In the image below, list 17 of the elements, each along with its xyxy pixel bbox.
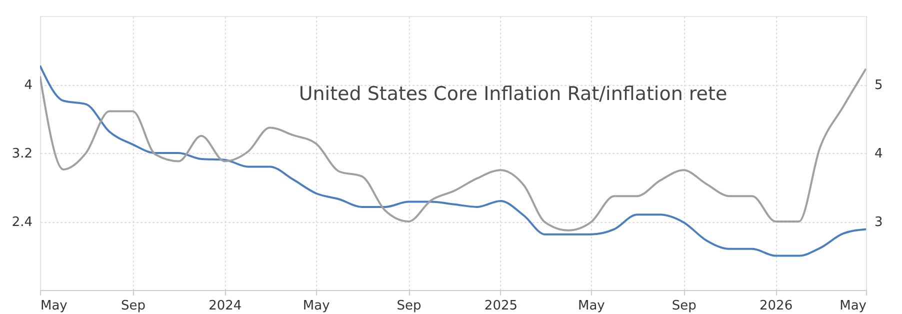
y-tick-label: 3.2 <box>12 146 32 162</box>
y-tick-label: 4 <box>24 78 32 93</box>
x-tick-label: May <box>840 298 867 314</box>
y2-tick-label: 4 <box>874 146 883 162</box>
x-tick-label: May <box>302 298 330 314</box>
x-tick-label: May <box>40 298 68 314</box>
x-tick-label: 2024 <box>208 298 242 314</box>
x-tick-label: May <box>578 298 606 314</box>
y2-tick-label: 5 <box>874 78 883 93</box>
text: United States Core Inflation Rat/inflation rete <box>298 83 728 105</box>
x-tick-label: Sep <box>120 298 146 314</box>
x-tick-label: Sep <box>672 298 696 314</box>
x-tick-label: Sep <box>396 298 422 314</box>
y2-tick-label: 3 <box>874 215 883 230</box>
x-tick-label: 2025 <box>484 298 518 314</box>
x-tick-label: 2026 <box>760 298 793 314</box>
y-tick-label: 2.4 <box>12 215 32 230</box>
